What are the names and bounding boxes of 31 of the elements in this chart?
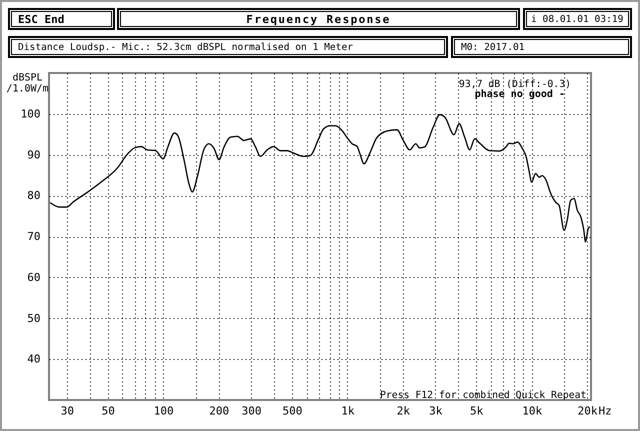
y-tick-label: 60	[27, 270, 40, 284]
chart-title: Frequency Response	[246, 12, 391, 26]
x-tick-label: 500	[282, 404, 302, 418]
x-tick-label: 200	[209, 404, 230, 418]
annotation: Press F12 for combined Quick Repeat	[380, 390, 586, 401]
y-tick-label: 50	[27, 312, 40, 325]
header-box: ESC End	[8, 8, 115, 30]
annotation: 93,7 dB (Diff:-0.3)	[458, 79, 571, 90]
x-tick-label: 300	[242, 404, 262, 418]
x-tick-label: 10k	[522, 404, 542, 418]
y-tick-label: 70	[27, 230, 40, 243]
x-tick-label: 3k	[429, 404, 443, 418]
y-tick-label: 90	[27, 148, 40, 162]
x-tick-label: 50	[102, 404, 115, 418]
x-tick-label: 1k	[341, 404, 355, 418]
header-box: M0: 2017.01	[451, 36, 632, 58]
x-axis-title: Hz	[598, 404, 612, 418]
y-tick-label: 100	[20, 107, 40, 120]
y-axis-title: dBSPL /1.0W/m	[6, 72, 49, 94]
x-tick-label: 20k	[578, 404, 598, 418]
y-tick-label: 40	[27, 352, 40, 366]
y-tick-label: 80	[27, 189, 40, 202]
annotation: phase no good -	[474, 89, 565, 100]
header-box: Distance Loudsp.- Mic.: 52.3cm dBSPL normalised on 1 Meter	[8, 36, 448, 58]
header-box: i 08.01.01 03:19	[523, 8, 632, 30]
header-box: Frequency Response	[117, 8, 520, 30]
x-tick-label: 100	[154, 404, 174, 418]
chart-subtitle: Distance Loudsp.- Mic.: 52.3cm dBSPL normalised on 1 Meter	[18, 42, 354, 52]
x-tick-label: 5k	[470, 404, 484, 418]
x-tick-label: 30	[60, 404, 74, 418]
x-tick-label: 2k	[396, 404, 410, 418]
